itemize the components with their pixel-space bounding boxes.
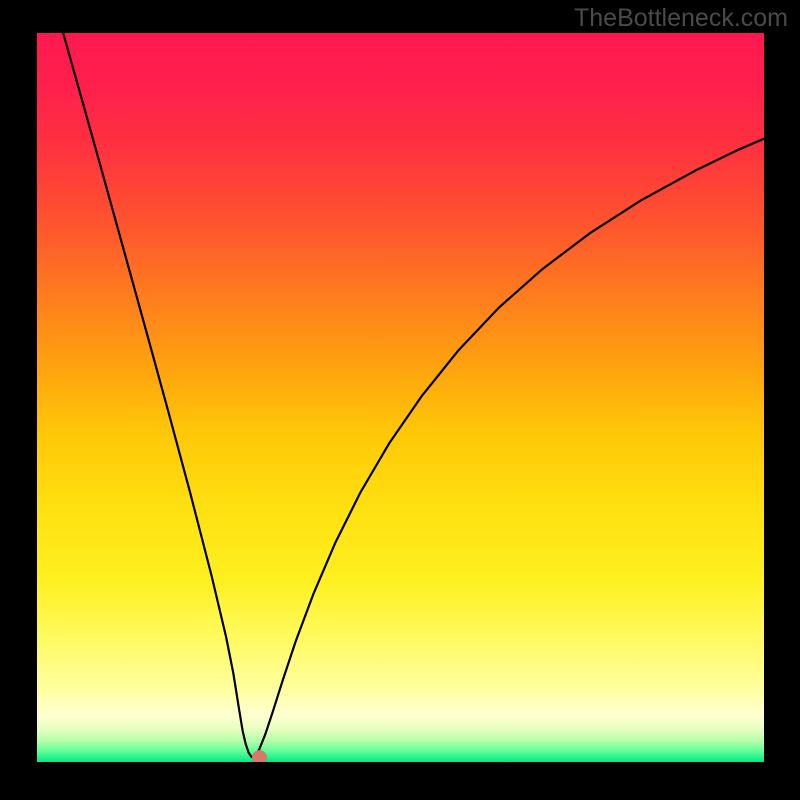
plot-svg: [37, 33, 764, 762]
gradient-background: [37, 33, 764, 762]
plot-area: [37, 33, 764, 762]
watermark-text: TheBottleneck.com: [574, 4, 788, 33]
